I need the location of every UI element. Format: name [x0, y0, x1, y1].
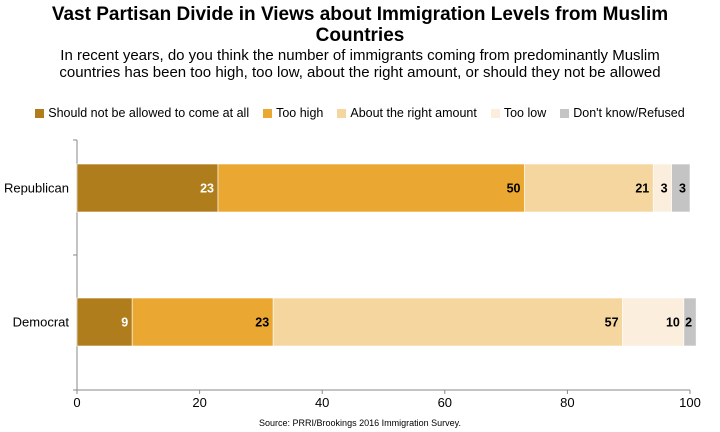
- legend-item: About the right amount: [337, 106, 477, 120]
- data-label: 2: [685, 316, 692, 330]
- bar-segment: [131, 297, 274, 347]
- chart-title: Vast Partisan Divide in Views about Immi…: [51, 4, 669, 46]
- legend-label: Should not be allowed to come at all: [48, 106, 250, 120]
- data-label: 23: [255, 316, 269, 330]
- x-tick-label: 100: [679, 395, 701, 410]
- bar-segment: [76, 163, 219, 213]
- bar-segment: [622, 297, 685, 347]
- data-label: 50: [507, 182, 521, 196]
- legend-item: Don't know/Refused: [560, 106, 685, 120]
- chart-subtitle: In recent years, do you think the number…: [59, 47, 661, 81]
- x-tick-label: 80: [560, 395, 574, 410]
- data-label: 3: [679, 182, 686, 196]
- x-tick-label: 40: [315, 395, 329, 410]
- data-label: 10: [666, 316, 680, 330]
- bar-segment: [683, 297, 697, 347]
- data-label: 21: [635, 182, 649, 196]
- legend-label: Don't know/Refused: [573, 106, 685, 120]
- legend-label: About the right amount: [350, 106, 477, 120]
- legend-swatch: [490, 108, 500, 118]
- legend: Should not be allowed to come at all Too …: [0, 106, 720, 120]
- x-tick-label: 60: [438, 395, 452, 410]
- legend-label: Too high: [276, 106, 324, 120]
- legend-swatch: [560, 108, 570, 118]
- x-tick-label: 20: [192, 395, 206, 410]
- legend-item: Too low: [490, 106, 547, 120]
- data-label: 57: [605, 316, 619, 330]
- bar-segment: [272, 297, 623, 347]
- category-label: Democrat: [13, 315, 70, 330]
- legend-item: Should not be allowed to come at all: [35, 106, 249, 120]
- legend-swatch: [337, 108, 347, 118]
- data-label: 3: [661, 182, 668, 196]
- bar-segment: [524, 163, 654, 213]
- legend-label: Too low: [503, 106, 547, 120]
- legend-item: Too high: [263, 106, 323, 120]
- data-label: 9: [121, 316, 128, 330]
- data-label: 23: [200, 182, 214, 196]
- legend-swatch: [35, 108, 45, 118]
- source-note: Source: PRRI/Brookings 2016 Immigration …: [259, 418, 461, 428]
- bar-segment: [76, 297, 133, 347]
- bar-segment: [671, 163, 691, 213]
- x-tick-label: 0: [73, 395, 80, 410]
- legend-swatch: [263, 108, 273, 118]
- category-label: Republican: [4, 181, 69, 196]
- bar-segment: [217, 163, 525, 213]
